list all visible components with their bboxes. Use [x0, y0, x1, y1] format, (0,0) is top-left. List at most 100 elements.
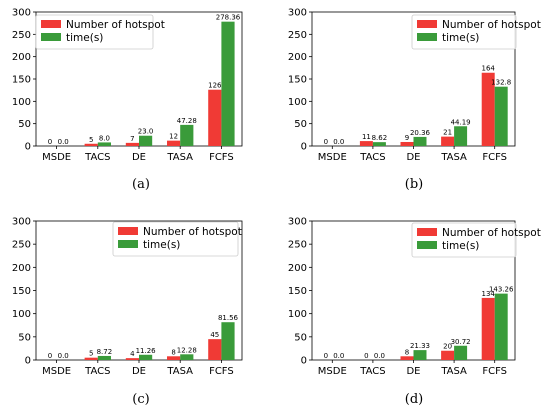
y-tick-label: 300	[12, 217, 31, 228]
legend-label: time(s)	[442, 32, 479, 44]
data-label: 132.8	[491, 79, 511, 87]
x-tick-label: FCFS	[209, 152, 234, 163]
x-tick-label: TASA	[440, 366, 467, 377]
data-label: 20	[443, 343, 452, 351]
hotspot-bar-de	[400, 356, 414, 360]
y-tick-label: 100	[288, 97, 307, 108]
x-tick-label: MSDE	[318, 152, 347, 163]
time-bar-tasa	[180, 354, 194, 360]
panel-caption: (a)	[132, 177, 150, 192]
x-tick-label: FCFS	[482, 152, 507, 163]
x-tick-label: DE	[406, 152, 420, 163]
legend-box	[411, 14, 517, 50]
x-tick-label: DE	[132, 366, 146, 377]
y-tick-label: 0	[25, 356, 31, 367]
time-bar-tasa	[454, 126, 468, 146]
time-bar-fcfs	[494, 293, 508, 360]
legend-label: time(s)	[442, 240, 479, 252]
time-bar-tacs	[97, 142, 111, 146]
x-tick-label: TACS	[359, 152, 385, 163]
data-label: 126	[208, 82, 222, 90]
time-bar-tasa	[180, 124, 194, 146]
legend-label: Number of hotspot	[442, 227, 541, 239]
data-label: 0.0	[58, 352, 69, 360]
x-tick-label: TASA	[166, 366, 193, 377]
time-bar-fcfs	[221, 322, 235, 360]
y-tick-label: 250	[12, 30, 31, 41]
time-bar-fcfs	[494, 86, 508, 146]
y-tick-label: 50	[18, 119, 31, 130]
data-label: 0.0	[333, 138, 344, 146]
data-label: 143.26	[489, 286, 514, 294]
legend-swatch	[41, 33, 61, 41]
y-tick-label: 100	[288, 309, 307, 320]
data-label: 23.0	[138, 128, 154, 136]
x-tick-label: TASA	[166, 152, 193, 163]
data-label: 21.33	[410, 342, 430, 350]
x-tick-label: DE	[406, 366, 420, 377]
chart-panel-d: 0 50 100 150 200 250 300 MSDE 0 0.0 TACS 0 0.0 DE 821.…	[288, 217, 541, 408]
time-bar-de	[413, 136, 427, 146]
y-tick-label: 250	[288, 240, 307, 251]
data-label: 20.36	[410, 129, 431, 137]
legend-swatch	[417, 20, 437, 28]
data-label: 5	[89, 136, 93, 144]
x-tick-label: DE	[132, 152, 146, 163]
data-label: 0	[324, 352, 328, 360]
data-label: 0	[324, 138, 328, 146]
data-label: 21	[443, 129, 452, 137]
y-tick-label: 200	[288, 52, 307, 63]
data-label: 164	[482, 65, 496, 73]
data-label: 0.0	[58, 138, 69, 146]
x-tick-label: TASA	[440, 152, 467, 163]
time-bar-de	[139, 135, 153, 146]
data-label: 11	[362, 133, 371, 141]
legend-swatch	[417, 241, 437, 249]
data-label: 0.0	[333, 352, 344, 360]
data-label: 8.0	[99, 134, 110, 142]
y-tick-label: 200	[12, 52, 31, 63]
hotspot-bar-tasa	[167, 140, 181, 146]
time-bar-fcfs	[221, 21, 235, 147]
panel-caption: (d)	[405, 392, 423, 407]
data-label: 11.26	[136, 347, 157, 355]
y-tick-label: 50	[294, 119, 307, 130]
legend-label: time(s)	[66, 32, 103, 44]
data-label: 45	[210, 331, 219, 339]
time-bar-de	[139, 354, 153, 360]
y-tick-label: 50	[18, 332, 31, 343]
panel-caption: (c)	[132, 392, 149, 407]
legend-label: time(s)	[143, 239, 180, 251]
data-label: 0	[48, 352, 52, 360]
data-label: 134	[482, 290, 496, 298]
y-tick-label: 150	[288, 286, 307, 297]
x-tick-label: FCFS	[482, 366, 507, 377]
legend-swatch	[417, 33, 437, 41]
legend-box	[35, 14, 154, 50]
y-tick-label: 50	[294, 332, 307, 343]
hotspot-bar-tasa	[441, 350, 455, 360]
x-tick-label: FCFS	[209, 366, 234, 377]
legend-swatch	[417, 228, 437, 236]
hotspot-bar-de	[125, 142, 139, 146]
data-label: 44.19	[451, 118, 471, 126]
hotspot-bar-tacs	[359, 141, 373, 146]
hotspot-bar-tacs	[84, 357, 98, 360]
time-bar-tacs	[97, 355, 111, 360]
y-tick-label: 300	[12, 8, 31, 19]
y-tick-label: 150	[12, 75, 31, 86]
data-label: 30.72	[451, 338, 471, 346]
y-tick-label: 100	[12, 97, 31, 108]
legend-swatch	[41, 20, 61, 28]
y-tick-label: 300	[288, 8, 307, 19]
y-tick-label: 150	[12, 286, 31, 297]
legend-box	[411, 222, 517, 258]
y-tick-label: 250	[12, 240, 31, 251]
time-bar-tacs	[372, 142, 386, 146]
chart-panel-c: 0 50 100 150 200 250 300 MSDE 0 0.0 TACS 5 8.72 DE 4 11…	[12, 217, 243, 407]
legend-label: Number of hotspot	[442, 19, 541, 31]
hotspot-bar-de	[400, 141, 414, 146]
